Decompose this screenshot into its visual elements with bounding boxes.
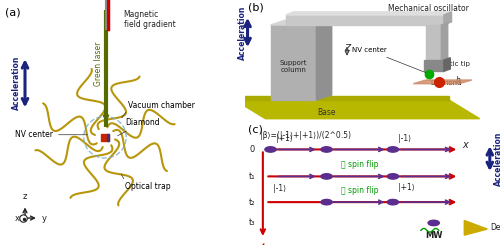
Text: h: h	[456, 76, 460, 85]
Text: MW: MW	[425, 231, 442, 240]
Bar	[101, 134, 109, 141]
Text: (a): (a)	[5, 7, 20, 17]
Polygon shape	[414, 80, 472, 84]
Text: Mechanical oscillator: Mechanical oscillator	[388, 4, 469, 13]
Text: NV center: NV center	[352, 48, 426, 73]
Polygon shape	[442, 23, 448, 60]
Text: Diamond: Diamond	[430, 80, 462, 86]
Text: Vacuum chamber: Vacuum chamber	[128, 101, 194, 110]
Text: Z: Z	[344, 45, 350, 53]
Text: 0: 0	[250, 145, 255, 154]
Text: |+1⟩: |+1⟩	[398, 183, 415, 192]
Circle shape	[321, 147, 332, 152]
Polygon shape	[270, 20, 332, 25]
Text: Optical trap: Optical trap	[125, 182, 170, 191]
Text: Green laser: Green laser	[94, 41, 104, 86]
Circle shape	[388, 199, 398, 205]
Text: x: x	[462, 140, 468, 149]
Text: y: y	[42, 214, 47, 222]
Text: (b): (b)	[248, 2, 264, 12]
Text: Base: Base	[318, 108, 336, 117]
Text: t₂: t₂	[248, 198, 255, 207]
Text: |-1⟩: |-1⟩	[398, 134, 411, 143]
Text: z: z	[23, 192, 27, 201]
Text: Acceleration: Acceleration	[238, 5, 247, 60]
Text: t: t	[260, 243, 265, 245]
Polygon shape	[235, 100, 480, 119]
Polygon shape	[286, 12, 452, 15]
Text: Acceleration: Acceleration	[12, 56, 21, 110]
Text: |β⟩=(|-1⟩+|+1⟩)/(2^0.5): |β⟩=(|-1⟩+|+1⟩)/(2^0.5)	[260, 131, 352, 140]
Text: Diamond: Diamond	[118, 118, 160, 136]
Bar	[106, 134, 109, 141]
Text: |-1⟩: |-1⟩	[273, 184, 286, 193]
Text: Detector: Detector	[490, 223, 500, 232]
Bar	[286, 15, 444, 25]
Bar	[424, 60, 444, 71]
Text: |+1⟩: |+1⟩	[276, 134, 292, 143]
Text: Support
column: Support column	[280, 60, 307, 73]
Circle shape	[20, 215, 27, 222]
Circle shape	[388, 147, 398, 152]
Text: x: x	[15, 214, 20, 223]
Bar	[270, 25, 316, 100]
Text: t₃: t₃	[248, 219, 255, 227]
Circle shape	[265, 147, 276, 152]
Polygon shape	[444, 58, 450, 71]
Circle shape	[388, 174, 398, 179]
Text: NV center: NV center	[15, 130, 87, 139]
Text: (c): (c)	[248, 125, 262, 135]
Text: t₁: t₁	[248, 172, 255, 181]
Text: Magnetic
field gradient: Magnetic field gradient	[124, 10, 176, 29]
Polygon shape	[235, 96, 449, 100]
Polygon shape	[464, 220, 487, 235]
Circle shape	[321, 199, 332, 205]
Text: Magetic tip: Magetic tip	[430, 61, 470, 67]
Polygon shape	[444, 12, 452, 25]
Polygon shape	[316, 20, 332, 100]
Text: ⤷ spin flip: ⤷ spin flip	[341, 160, 378, 169]
Circle shape	[321, 174, 332, 179]
Text: Acceleration: Acceleration	[494, 132, 500, 186]
Bar	[426, 25, 442, 60]
Circle shape	[428, 220, 440, 226]
Text: ⤷ spin flip: ⤷ spin flip	[341, 186, 378, 195]
